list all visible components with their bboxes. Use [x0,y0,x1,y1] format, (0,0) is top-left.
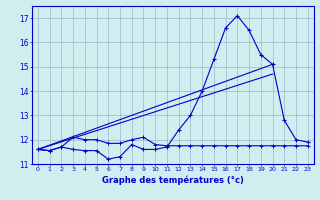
X-axis label: Graphe des températures (°c): Graphe des températures (°c) [102,175,244,185]
